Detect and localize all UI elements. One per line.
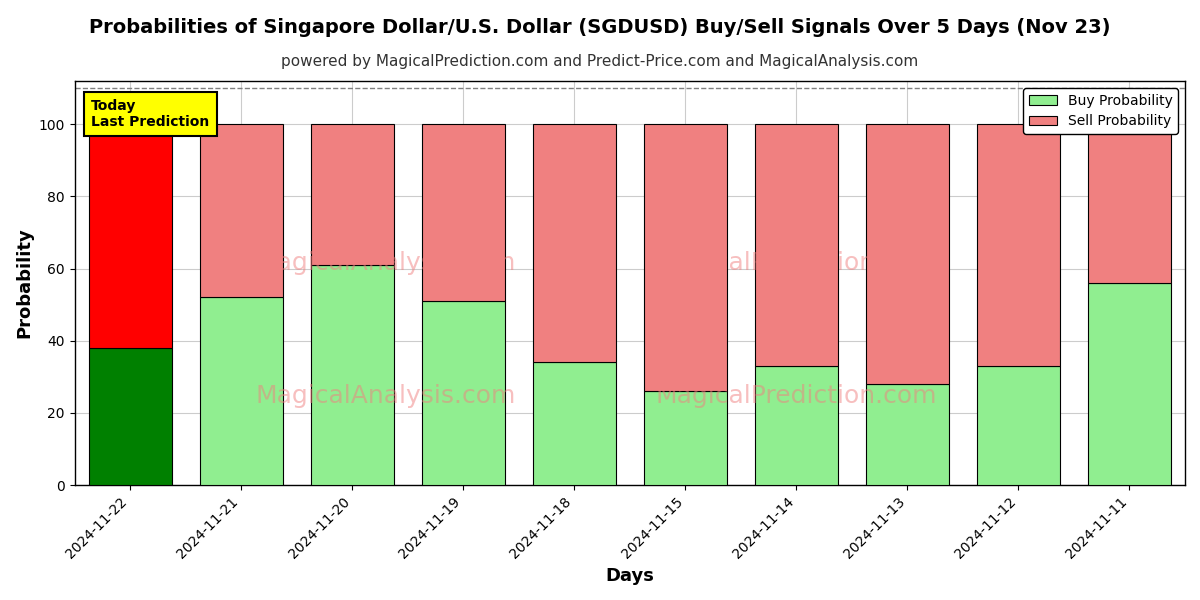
- Text: MagicalAnalysis.com: MagicalAnalysis.com: [256, 384, 516, 408]
- Text: MagicalAnalysis.com: MagicalAnalysis.com: [256, 251, 516, 275]
- Text: MagicalPrediction.com: MagicalPrediction.com: [655, 251, 937, 275]
- Bar: [865, 384, 949, 485]
- Text: Probabilities of Singapore Dollar/U.S. Dollar (SGDUSD) Buy/Sell Signals Over 5 D: Probabilities of Singapore Dollar/U.S. D…: [89, 18, 1111, 37]
- Bar: [643, 391, 727, 485]
- Bar: [421, 124, 505, 301]
- Text: powered by MagicalPrediction.com and Predict-Price.com and MagicalAnalysis.com: powered by MagicalPrediction.com and Pre…: [281, 54, 919, 69]
- Text: Today
Last Prediction: Today Last Prediction: [91, 99, 210, 129]
- Bar: [755, 124, 838, 366]
- Bar: [1088, 124, 1171, 283]
- Bar: [89, 124, 172, 348]
- Bar: [533, 124, 616, 362]
- Bar: [755, 366, 838, 485]
- Bar: [311, 124, 394, 265]
- Bar: [199, 124, 283, 298]
- Bar: [977, 124, 1060, 366]
- Bar: [533, 362, 616, 485]
- Legend: Buy Probability, Sell Probability: Buy Probability, Sell Probability: [1024, 88, 1178, 134]
- Bar: [1088, 283, 1171, 485]
- Bar: [421, 301, 505, 485]
- X-axis label: Days: Days: [605, 567, 654, 585]
- Bar: [977, 366, 1060, 485]
- Bar: [311, 265, 394, 485]
- Y-axis label: Probability: Probability: [16, 227, 34, 338]
- Text: MagicalPrediction.com: MagicalPrediction.com: [655, 384, 937, 408]
- Bar: [199, 298, 283, 485]
- Bar: [643, 124, 727, 391]
- Bar: [865, 124, 949, 384]
- Bar: [89, 348, 172, 485]
